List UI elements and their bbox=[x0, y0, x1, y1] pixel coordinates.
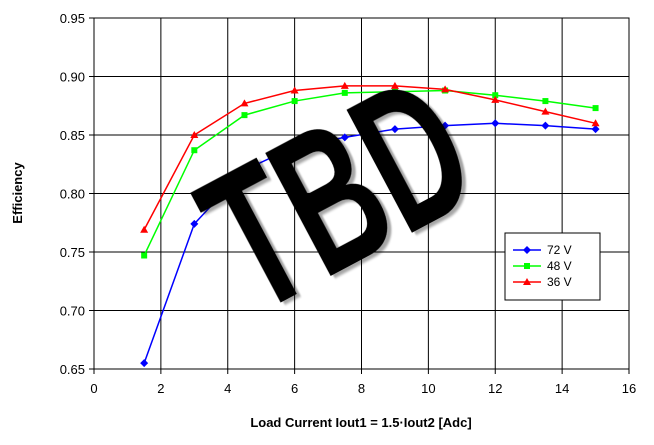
y-tick-label: 0.80 bbox=[60, 187, 85, 202]
marker bbox=[491, 95, 500, 103]
legend-label: 48 V bbox=[547, 259, 572, 273]
x-axis-title: Load Current Iout1 = 1.5·Iout2 [Adc] bbox=[250, 415, 471, 430]
series-line bbox=[143, 85, 596, 231]
x-tick-label: 2 bbox=[157, 381, 164, 396]
marker bbox=[241, 112, 248, 119]
marker bbox=[523, 278, 531, 285]
marker bbox=[340, 81, 349, 89]
marker bbox=[141, 252, 148, 259]
marker bbox=[240, 99, 249, 107]
y-tick-label: 0.70 bbox=[60, 304, 85, 319]
plot-frame bbox=[93, 17, 630, 370]
y-tick-label: 0.85 bbox=[60, 128, 85, 143]
x-tick-label: 16 bbox=[622, 381, 636, 396]
marker bbox=[441, 121, 450, 130]
marker bbox=[191, 147, 198, 154]
y-tick-label: 0.90 bbox=[60, 70, 85, 85]
marker bbox=[291, 98, 298, 105]
y-tick-label: 0.65 bbox=[60, 362, 85, 377]
marker bbox=[340, 133, 349, 142]
series-line bbox=[143, 122, 596, 364]
legend-label: 36 V bbox=[547, 275, 572, 289]
marker bbox=[290, 86, 299, 94]
marker bbox=[492, 92, 499, 99]
marker bbox=[541, 107, 550, 115]
marker bbox=[592, 105, 599, 112]
series-line bbox=[143, 89, 596, 256]
marker bbox=[240, 166, 249, 175]
marker bbox=[390, 125, 399, 134]
watermark: TBD bbox=[168, 32, 506, 355]
marker bbox=[390, 81, 399, 89]
marker bbox=[441, 85, 450, 93]
marker bbox=[541, 121, 550, 130]
marker bbox=[290, 142, 299, 151]
x-tick-label: 0 bbox=[90, 381, 97, 396]
marker bbox=[391, 88, 398, 95]
marker bbox=[523, 246, 531, 254]
x-tick-label: 14 bbox=[555, 381, 569, 396]
marker bbox=[591, 119, 600, 127]
marker bbox=[190, 219, 199, 228]
x-tick-label: 12 bbox=[488, 381, 502, 396]
marker bbox=[140, 359, 149, 368]
x-tick-label: 8 bbox=[358, 381, 365, 396]
y-tick-label: 0.75 bbox=[60, 245, 85, 260]
marker bbox=[591, 125, 600, 134]
marker bbox=[140, 225, 149, 233]
legend-label: 72 V bbox=[547, 243, 572, 257]
marker bbox=[542, 98, 549, 105]
marker bbox=[524, 263, 530, 269]
marker bbox=[190, 131, 199, 138]
marker bbox=[341, 89, 348, 96]
y-tick-label: 0.95 bbox=[60, 11, 85, 26]
x-tick-label: 6 bbox=[291, 381, 298, 396]
marker bbox=[491, 119, 500, 128]
x-tick-label: 10 bbox=[421, 381, 435, 396]
y-axis-title: Efficiency bbox=[10, 162, 25, 224]
x-tick-label: 4 bbox=[224, 381, 231, 396]
